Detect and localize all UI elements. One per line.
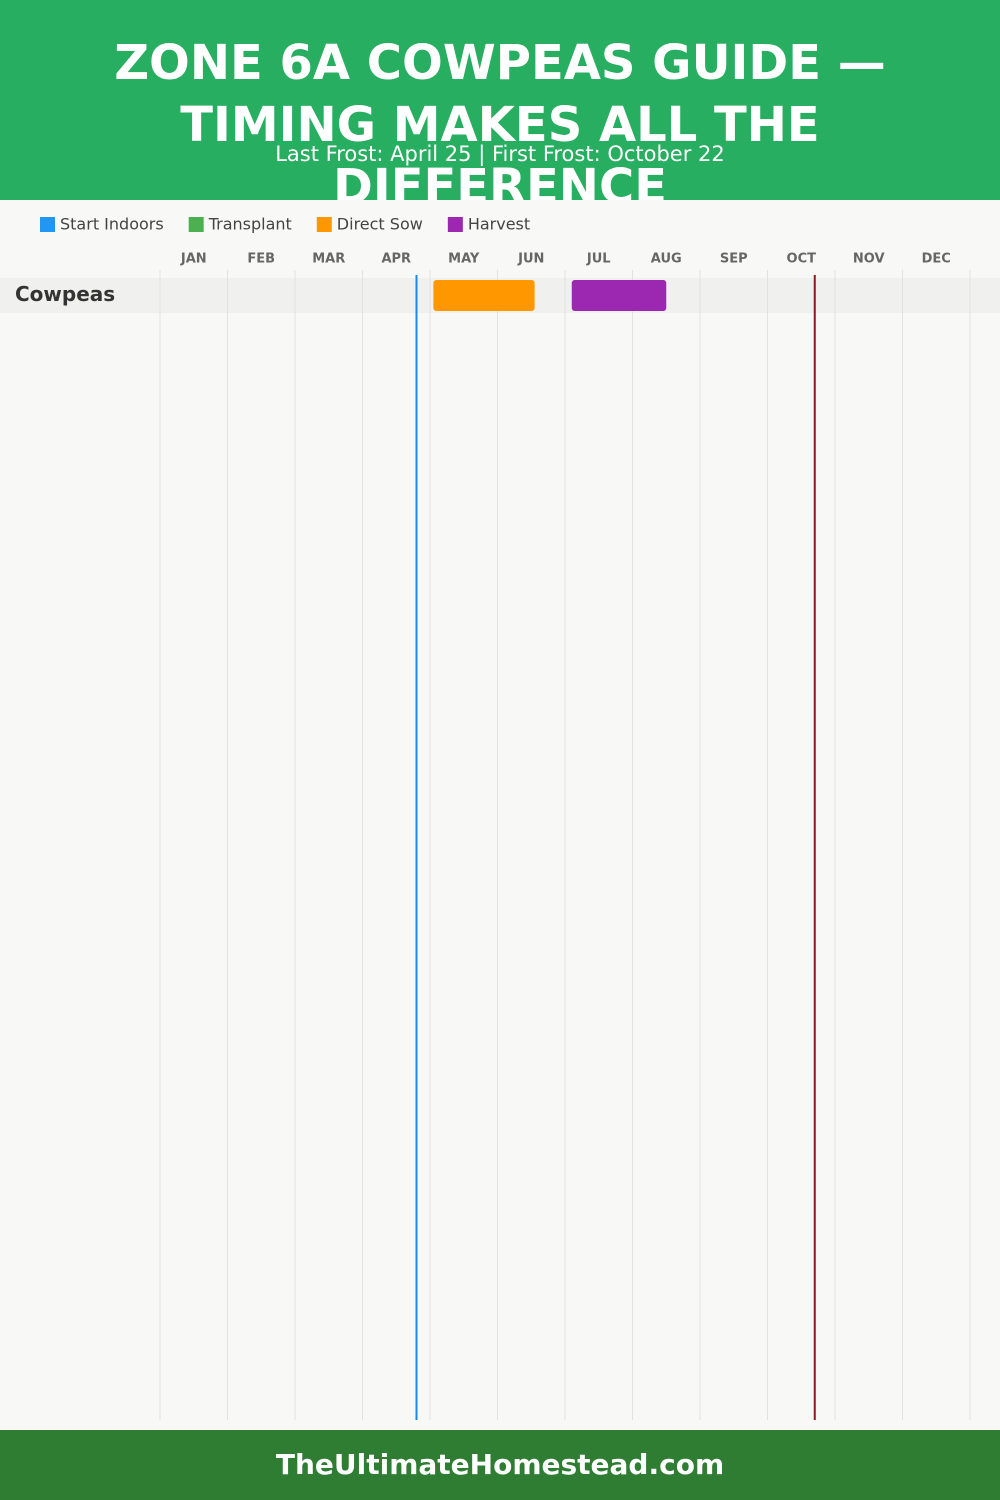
legend-swatch bbox=[40, 217, 55, 232]
legend-label: Direct Sow bbox=[337, 215, 423, 234]
x-tick-label: JUL bbox=[586, 252, 611, 267]
x-tick-label: FEB bbox=[247, 252, 275, 267]
x-tick-label: MAR bbox=[312, 252, 345, 267]
x-tick-label: APR bbox=[381, 252, 411, 267]
x-tick-label: DEC bbox=[922, 252, 951, 267]
row-label: Cowpeas bbox=[15, 282, 115, 306]
x-tick-label: JUN bbox=[517, 252, 544, 267]
x-tick-label: AUG bbox=[651, 252, 682, 267]
legend-swatch bbox=[188, 217, 204, 232]
chart-subtitle: Last Frost: April 25 | First Frost: Octo… bbox=[275, 142, 725, 166]
legend-swatch bbox=[316, 217, 332, 232]
x-tick-label: MAY bbox=[448, 252, 480, 267]
legend-swatch bbox=[447, 217, 463, 232]
x-tick-label: JAN bbox=[180, 252, 207, 267]
footer: TheUltimateHomestead.com bbox=[0, 1430, 1000, 1500]
legend-label: Harvest bbox=[468, 215, 530, 234]
task-bar bbox=[433, 280, 535, 311]
task-bar bbox=[571, 280, 667, 311]
legend-label: Start Indoors bbox=[60, 215, 164, 234]
header: ZONE 6A COWPEAS GUIDE — TIMING MAKES ALL… bbox=[0, 0, 1000, 200]
x-tick-label: SEP bbox=[720, 252, 748, 267]
x-tick-label: OCT bbox=[787, 252, 817, 267]
legend-label: Transplant bbox=[208, 215, 292, 234]
chart-title: ZONE 6A COWPEAS GUIDE — TIMING MAKES ALL… bbox=[114, 35, 886, 200]
x-tick-label: NOV bbox=[853, 252, 885, 267]
chart: JAN FEB MAR APR MAY JUN JUL AUG SEP OCT NOV DEC Star… bbox=[0, 215, 1000, 1420]
